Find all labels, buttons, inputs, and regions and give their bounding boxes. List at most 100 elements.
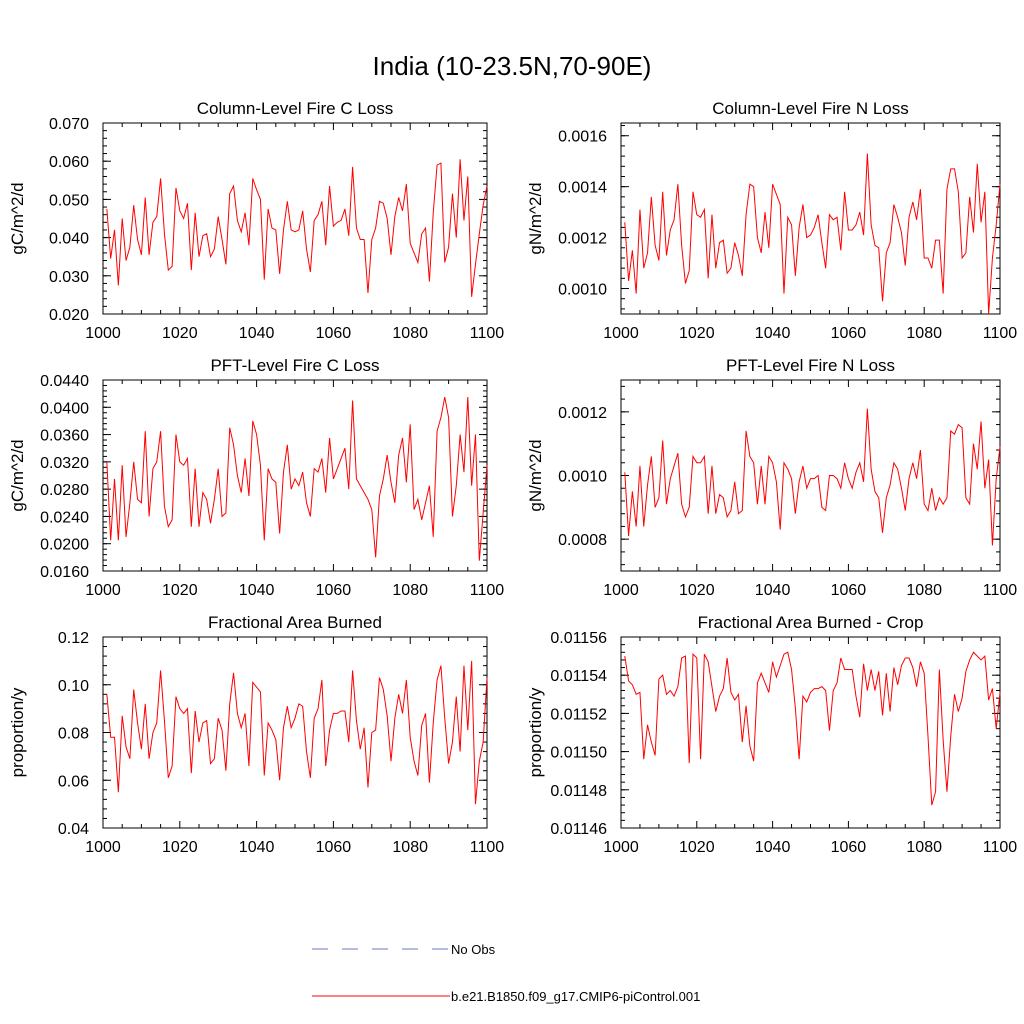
x-tick-label: 1080 xyxy=(392,325,428,342)
y-tick-label: 0.050 xyxy=(49,192,89,209)
x-tick-label: 1000 xyxy=(603,839,639,856)
y-axis-label: gN/m^2/d xyxy=(526,439,545,511)
x-tick-label: 1000 xyxy=(603,582,639,599)
y-axis-label: proportion/y xyxy=(526,687,545,777)
chart-title: Column-Level Fire C Loss xyxy=(197,99,394,118)
legend: No Obs b.e21.B1850.f09_g17.CMIP6-piContr… xyxy=(312,942,700,1004)
x-tick-label: 1020 xyxy=(679,325,715,342)
x-tick-label: 1100 xyxy=(470,325,505,342)
y-axis-label: proportion/y xyxy=(8,687,27,777)
legend-label-model: b.e21.B1850.f09_g17.CMIP6-piControl.001 xyxy=(451,989,700,1004)
y-tick-label: 0.0008 xyxy=(558,532,607,549)
x-tick-label: 1080 xyxy=(392,582,428,599)
x-tick-label: 1020 xyxy=(162,582,198,599)
chart-title: PFT-Level Fire N Loss xyxy=(726,356,895,375)
y-tick-label: 0.01156 xyxy=(550,630,607,647)
series-line xyxy=(106,159,488,297)
chart-panel-4: Fractional Area Burned proportion/y 1000 10… xyxy=(8,613,504,856)
x-tick-label: 1080 xyxy=(906,839,942,856)
y-tick-label: 0.0280 xyxy=(40,482,89,499)
x-tick-label: 1060 xyxy=(831,839,867,856)
y-axis-label: gC/m^2/d xyxy=(8,439,27,511)
y-tick-label: 0.04 xyxy=(58,821,89,838)
y-tick-label: 0.0012 xyxy=(558,405,607,422)
series-line xyxy=(106,660,488,805)
y-axis-label: gC/m^2/d xyxy=(8,182,27,254)
y-tick-label: 0.0400 xyxy=(40,400,89,417)
chart-panel-0: Column-Level Fire C Loss gC/m^2/d 1000 1020… xyxy=(8,99,504,342)
panels: Column-Level Fire C Loss gC/m^2/d 1000 1020… xyxy=(8,99,1017,856)
chart-panel-5: Fractional Area Burned - Crop proportion/… xyxy=(526,613,1017,856)
y-tick-label: 0.0360 xyxy=(40,428,89,445)
y-axis-label: gN/m^2/d xyxy=(526,182,545,254)
x-tick-label: 1100 xyxy=(983,839,1018,856)
x-tick-label: 1040 xyxy=(239,582,275,599)
x-tick-label: 1040 xyxy=(755,839,791,856)
x-tick-label: 1040 xyxy=(239,839,275,856)
y-tick-label: 0.01146 xyxy=(550,821,607,838)
x-tick-label: 1100 xyxy=(470,839,505,856)
x-tick-label: 1100 xyxy=(470,582,505,599)
y-tick-label: 0.01154 xyxy=(550,668,607,685)
y-tick-label: 0.0016 xyxy=(558,129,607,146)
y-tick-label: 0.0440 xyxy=(40,373,89,390)
y-tick-label: 0.12 xyxy=(58,630,89,647)
x-tick-label: 1000 xyxy=(85,325,121,342)
x-tick-label: 1100 xyxy=(983,582,1018,599)
chart-title: Fractional Area Burned - Crop xyxy=(698,613,924,632)
x-tick-label: 1060 xyxy=(316,325,352,342)
x-tick-label: 1000 xyxy=(85,839,121,856)
x-tick-label: 1040 xyxy=(755,325,791,342)
y-tick-label: 0.0012 xyxy=(558,231,607,248)
legend-label-no-obs: No Obs xyxy=(451,942,496,957)
y-tick-label: 0.0240 xyxy=(40,509,89,526)
chart-title: Column-Level Fire N Loss xyxy=(712,99,909,118)
x-tick-label: 1020 xyxy=(679,839,715,856)
x-tick-label: 1000 xyxy=(85,582,121,599)
plot-frame xyxy=(620,379,1001,572)
y-tick-label: 0.01150 xyxy=(550,745,607,762)
y-tick-label: 0.0160 xyxy=(40,564,89,581)
y-tick-label: 0.030 xyxy=(49,269,89,286)
y-tick-label: 0.0320 xyxy=(40,455,89,472)
chart-panel-2: PFT-Level Fire C Loss gC/m^2/d 1000 1020 104… xyxy=(8,356,504,599)
y-tick-label: 0.070 xyxy=(49,116,89,133)
y-tick-label: 0.08 xyxy=(58,726,89,743)
y-tick-label: 0.10 xyxy=(58,678,89,695)
plot-frame xyxy=(102,122,488,315)
plot-frame xyxy=(102,379,488,572)
y-tick-label: 0.06 xyxy=(58,773,89,790)
y-tick-label: 0.0014 xyxy=(558,180,607,197)
y-tick-label: 0.01148 xyxy=(550,783,607,800)
x-tick-label: 1020 xyxy=(162,325,198,342)
x-tick-label: 1060 xyxy=(316,839,352,856)
series-line xyxy=(106,396,488,561)
plot-frame xyxy=(102,636,488,829)
x-tick-label: 1060 xyxy=(316,582,352,599)
y-tick-label: 0.040 xyxy=(49,231,89,248)
x-tick-label: 1000 xyxy=(603,325,639,342)
y-tick-label: 0.0010 xyxy=(558,282,607,299)
x-tick-label: 1020 xyxy=(679,582,715,599)
series-line xyxy=(624,651,1001,806)
figure-title: India (10-23.5N,70-90E) xyxy=(373,51,652,81)
x-tick-label: 1020 xyxy=(162,839,198,856)
x-tick-label: 1100 xyxy=(983,325,1018,342)
chart-panel-1: Column-Level Fire N Loss gN/m^2/d 1000 1020… xyxy=(526,99,1017,342)
y-tick-label: 0.0200 xyxy=(40,537,89,554)
x-tick-label: 1040 xyxy=(755,582,791,599)
series-line xyxy=(624,153,1001,315)
y-tick-label: 0.020 xyxy=(49,307,89,324)
x-tick-label: 1040 xyxy=(239,325,275,342)
chart-panel-3: PFT-Level Fire N Loss gN/m^2/d 1000 1020 104… xyxy=(526,356,1017,599)
y-tick-label: 0.0010 xyxy=(558,469,607,486)
x-tick-label: 1080 xyxy=(392,839,428,856)
chart-title: PFT-Level Fire C Loss xyxy=(210,356,379,375)
x-tick-label: 1060 xyxy=(831,582,867,599)
chart-title: Fractional Area Burned xyxy=(208,613,382,632)
y-tick-label: 0.060 xyxy=(49,154,89,171)
x-tick-label: 1060 xyxy=(831,325,867,342)
y-tick-label: 0.01152 xyxy=(550,706,607,723)
series-line xyxy=(624,408,1001,546)
